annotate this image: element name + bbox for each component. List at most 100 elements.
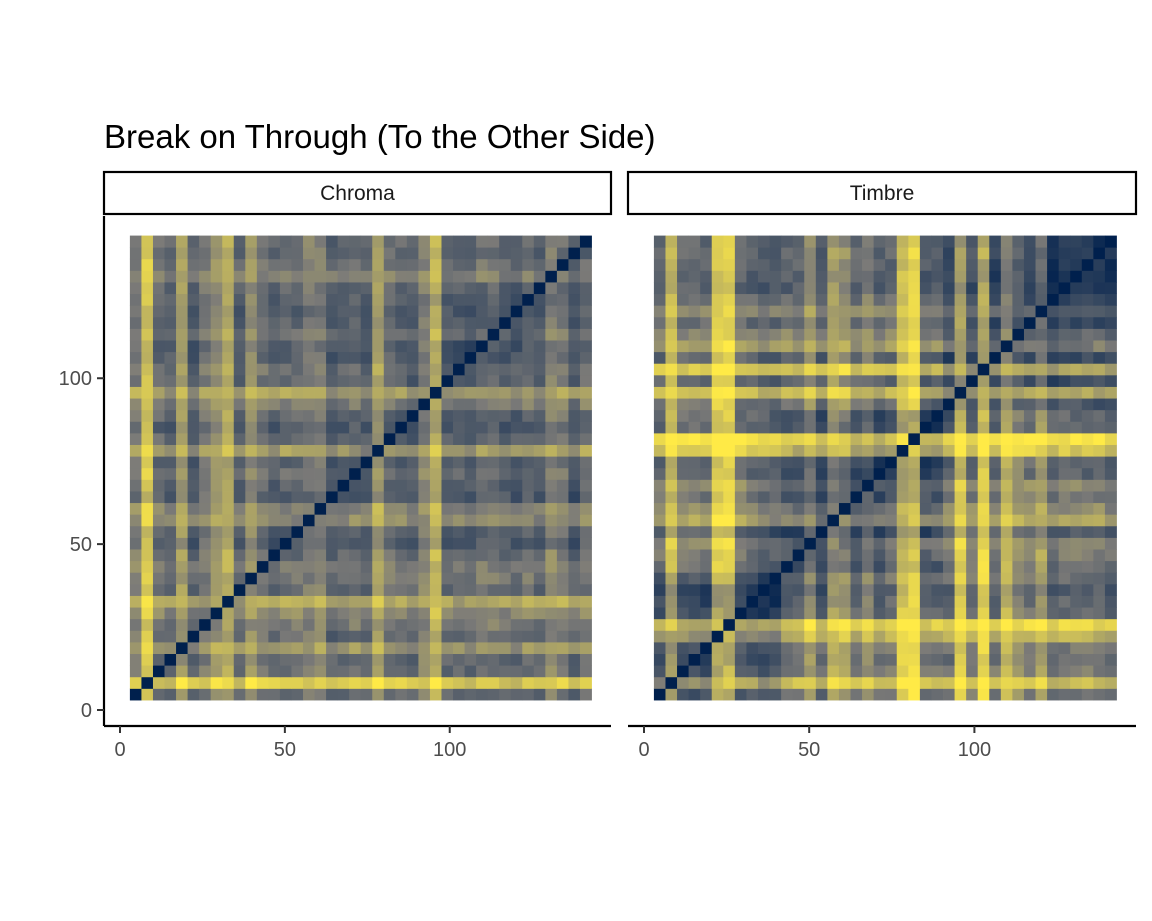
heatmap-cell: [919, 363, 932, 376]
heatmap-cell: [1023, 409, 1036, 422]
heatmap-cell: [406, 247, 419, 260]
heatmap-cell: [337, 409, 350, 422]
heatmap-cell: [233, 572, 246, 585]
heatmap-cell: [850, 363, 863, 376]
heatmap-cell: [383, 537, 396, 550]
heatmap-cell: [372, 282, 385, 295]
heatmap-cell: [268, 235, 281, 248]
heatmap-cell: [1047, 641, 1060, 654]
heatmap-cell: [406, 258, 419, 271]
heatmap-cell: [476, 235, 489, 248]
heatmap-cell: [129, 583, 142, 596]
heatmap-cell: [1047, 444, 1060, 457]
heatmap-cell: [723, 641, 736, 654]
heatmap-cell: [429, 537, 442, 550]
heatmap-cell: [850, 282, 863, 295]
heatmap-cell: [896, 316, 909, 329]
heatmap-cell: [441, 235, 454, 248]
heatmap-cell: [711, 607, 724, 620]
heatmap-cell: [164, 572, 177, 585]
heatmap-cell: [476, 618, 489, 631]
heatmap-cell: [908, 235, 921, 248]
heatmap-cell: [499, 665, 512, 678]
heatmap-cell: [176, 549, 188, 562]
heatmap-cell: [734, 444, 747, 457]
heatmap-cell: [291, 374, 304, 387]
heatmap-cell: [556, 641, 569, 654]
heatmap-cell: [176, 305, 188, 318]
heatmap-cell: [804, 374, 817, 387]
heatmap-cell: [653, 665, 666, 678]
heatmap-cell: [943, 258, 955, 271]
heatmap-cell: [653, 595, 666, 608]
heatmap-cell: [700, 525, 713, 538]
heatmap-cell: [1000, 676, 1013, 689]
heatmap-cell: [406, 305, 419, 318]
heatmap-cell: [688, 398, 701, 411]
heatmap-cell: [919, 444, 932, 457]
heatmap-cell: [977, 676, 990, 689]
heatmap-cell: [441, 688, 454, 701]
heatmap-cell: [769, 583, 782, 596]
heatmap-cell: [781, 549, 794, 562]
heatmap-cell: [665, 444, 678, 457]
heatmap-cell: [487, 630, 500, 643]
heatmap-cell: [827, 432, 840, 445]
heatmap-cell: [688, 363, 701, 376]
heatmap-cell: [372, 340, 385, 353]
heatmap-cell: [1035, 247, 1048, 260]
heatmap-cell: [665, 398, 678, 411]
heatmap-cell: [256, 491, 269, 504]
heatmap-cell: [406, 316, 419, 329]
heatmap-cell: [896, 491, 909, 504]
heatmap-cell: [908, 374, 921, 387]
heatmap-cell: [222, 235, 235, 248]
heatmap-cell: [210, 560, 223, 573]
heatmap-cell: [245, 653, 258, 666]
heatmap-cell: [954, 676, 967, 689]
heatmap-cell: [499, 398, 512, 411]
heatmap-cell: [757, 491, 770, 504]
heatmap-cell: [1093, 235, 1106, 248]
heatmap-cell: [418, 641, 431, 654]
heatmap-cell: [499, 421, 512, 434]
heatmap-cell: [966, 421, 979, 434]
heatmap-cell: [1058, 293, 1071, 306]
heatmap-cell: [665, 374, 678, 387]
heatmap-cell: [700, 235, 713, 248]
heatmap-cell: [734, 351, 747, 364]
heatmap-cell: [1058, 247, 1071, 260]
heatmap-cell: [579, 258, 592, 271]
heatmap-cell: [827, 572, 840, 585]
heatmap-cell: [781, 351, 794, 364]
heatmap-cell: [429, 247, 442, 260]
heatmap-cell: [896, 409, 909, 422]
heatmap-cell: [1081, 316, 1094, 329]
heatmap-cell: [919, 688, 932, 701]
heatmap-cell: [711, 305, 724, 318]
heatmap-cell: [210, 502, 223, 515]
heatmap-cell: [199, 363, 212, 376]
heatmap-cell: [1023, 270, 1036, 283]
heatmap-cell: [187, 467, 200, 480]
heatmap-cell: [464, 595, 477, 608]
heatmap-cell: [746, 630, 759, 643]
heatmap-cell: [989, 456, 1002, 469]
heatmap-cell: [476, 316, 489, 329]
heatmap-cell: [862, 676, 875, 689]
heatmap-cell: [383, 607, 396, 620]
heatmap-cell: [677, 258, 689, 271]
heatmap-cell: [499, 479, 512, 492]
heatmap-cell: [164, 618, 177, 631]
heatmap-cell: [989, 235, 1002, 248]
heatmap-cell: [977, 479, 990, 492]
heatmap-cell: [954, 316, 967, 329]
heatmap-cell: [804, 630, 817, 643]
heatmap-cell: [245, 235, 258, 248]
heatmap-cell: [1081, 282, 1094, 295]
heatmap-cell: [757, 618, 770, 631]
heatmap-cell: [152, 630, 165, 643]
heatmap-cell: [954, 595, 967, 608]
heatmap-cell: [792, 293, 805, 306]
heatmap-cell: [176, 293, 188, 306]
